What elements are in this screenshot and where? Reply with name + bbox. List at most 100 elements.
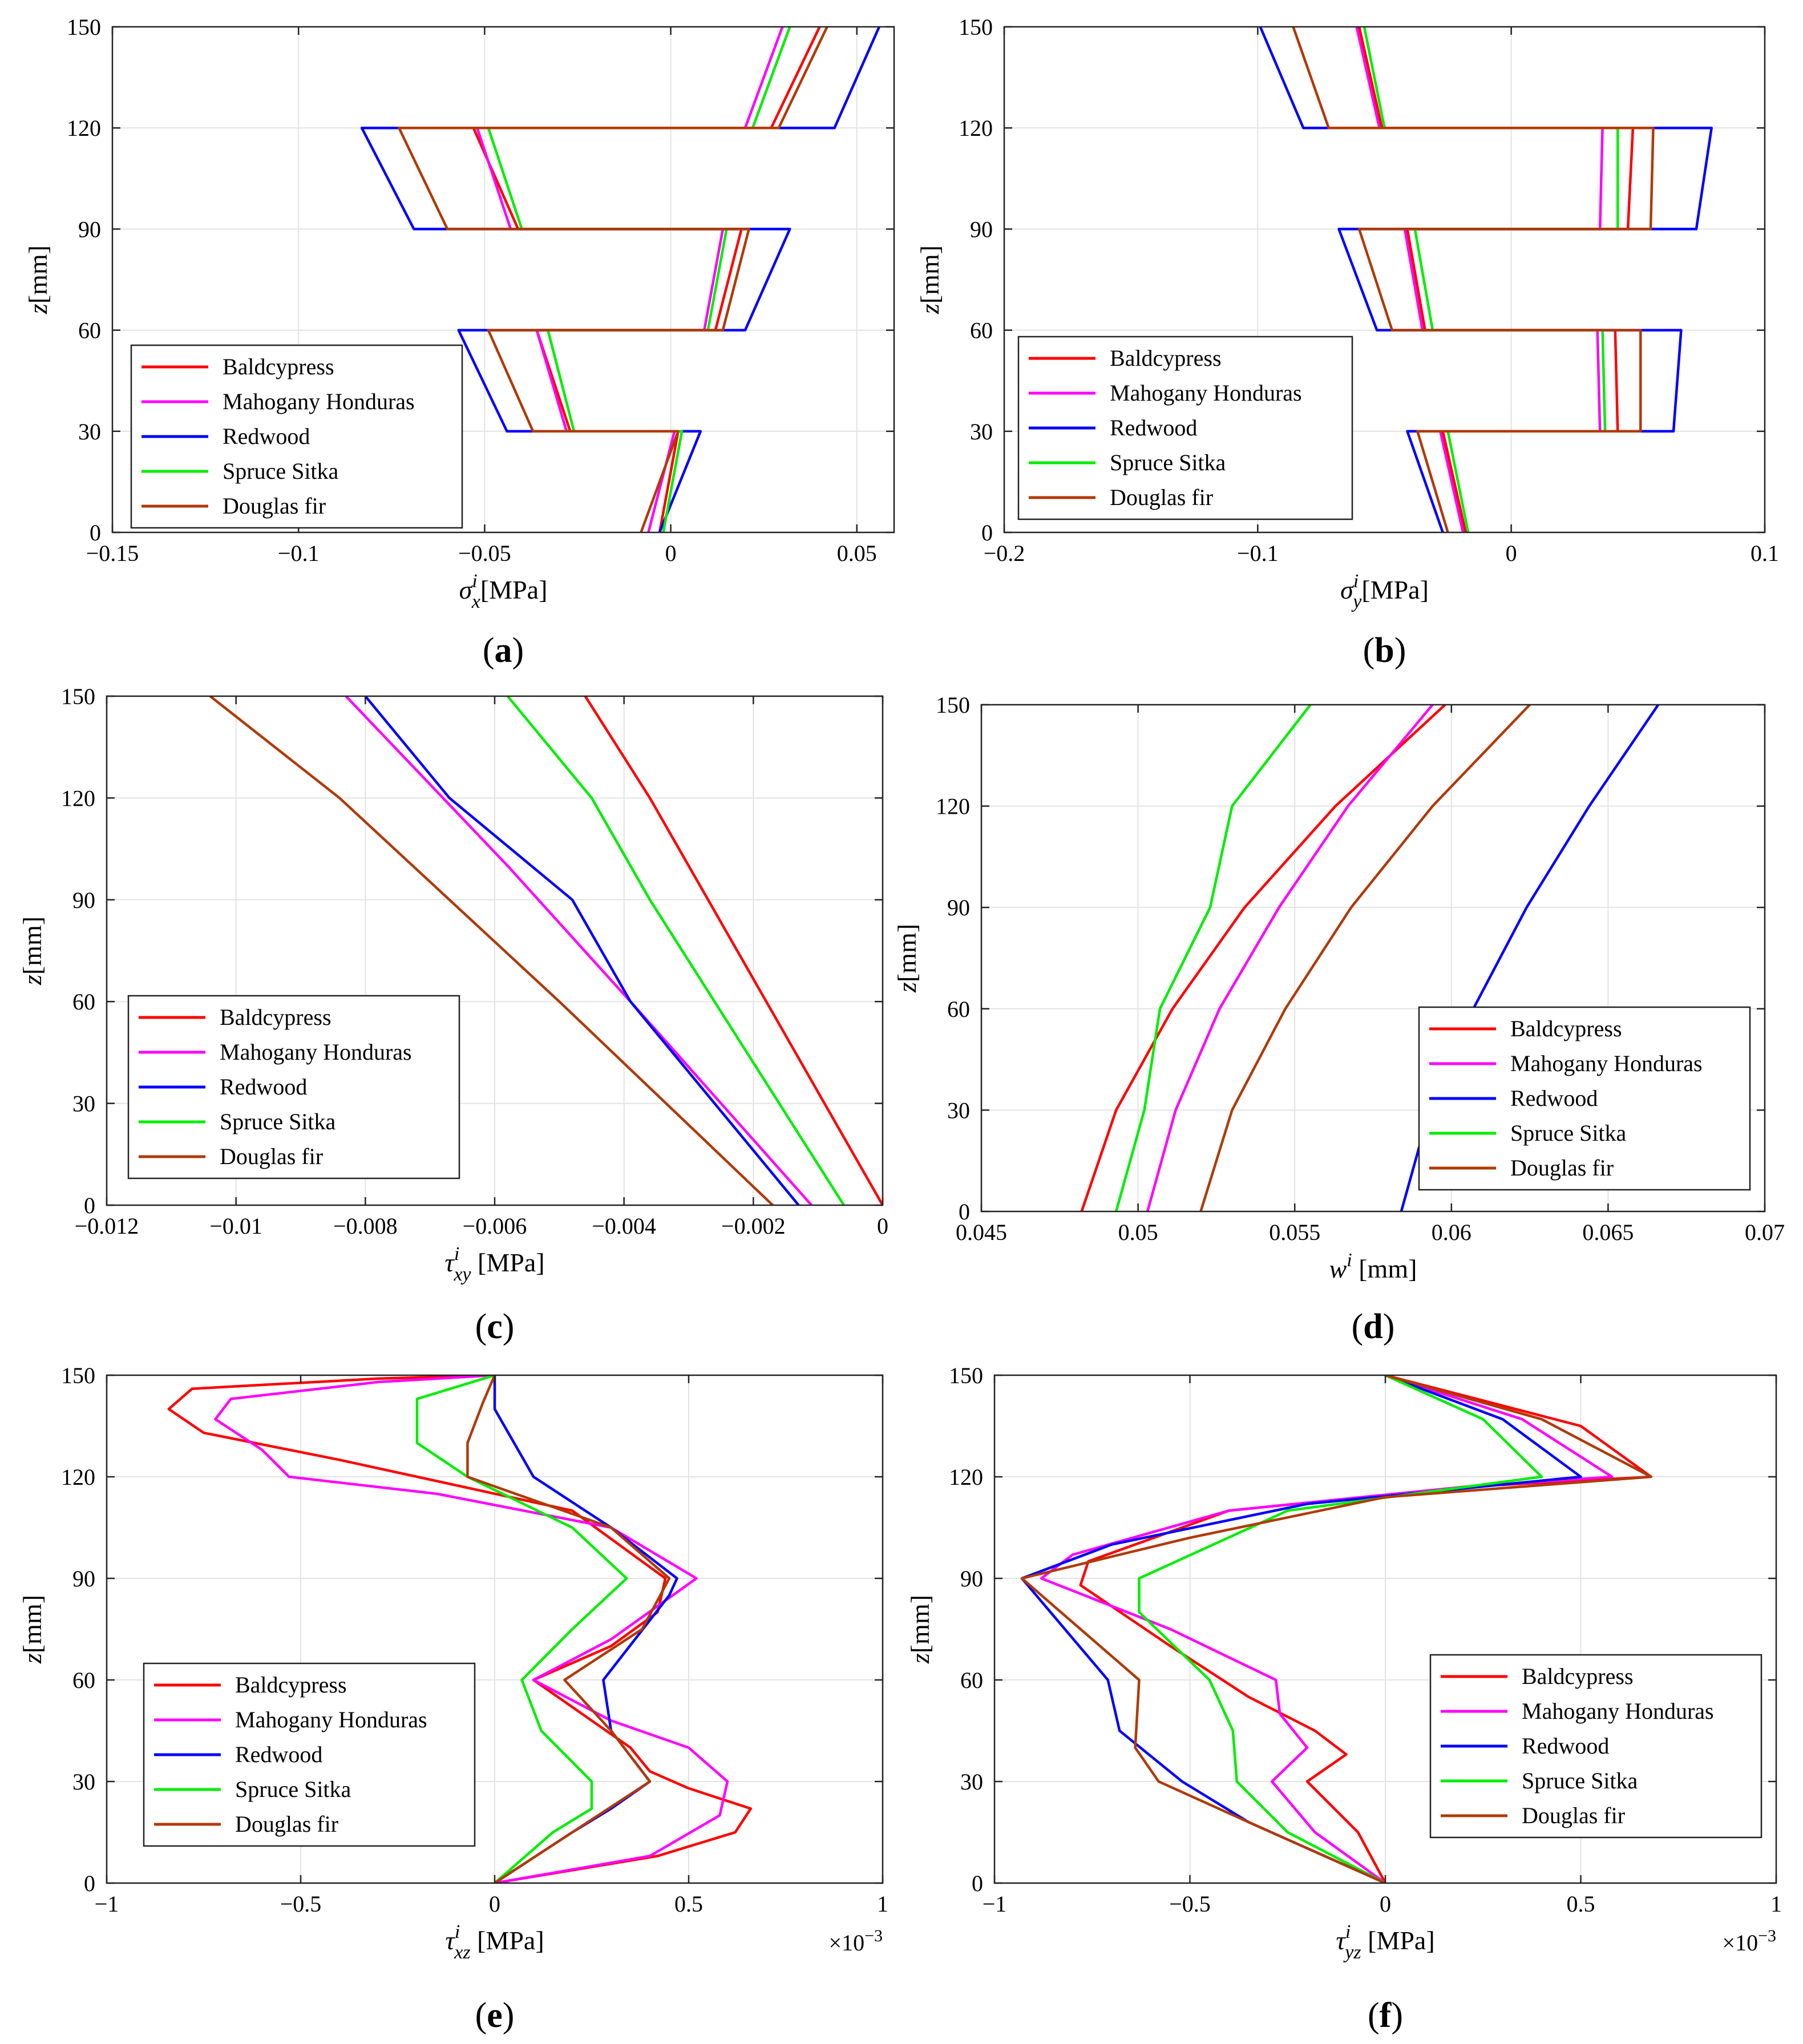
- series-line-douglas-fir: [1020, 1375, 1653, 1883]
- series-line-douglas-fir: [1292, 27, 1655, 532]
- y-tick-label: 0: [84, 1193, 95, 1218]
- chart-panel-a: −0.15 −0.1 −0.05 0 0.05 0 30 60 90 120 150 σi x[MPa]…: [23, 14, 895, 670]
- y-tick-label: 30: [960, 1769, 983, 1795]
- x-tick-label: 0: [489, 1891, 500, 1917]
- y-tick-label: 120: [949, 1464, 983, 1490]
- legend-label: Mahogany Honduras: [220, 1039, 412, 1065]
- y-tick-label: 30: [78, 419, 101, 445]
- x-multiplier: ×10−3: [829, 1926, 883, 1956]
- legend-label: Mahogany Honduras: [1510, 1051, 1703, 1076]
- x-axis-label: τi xy [MPa]: [444, 1243, 544, 1285]
- y-tick-label: 90: [947, 895, 970, 920]
- x-tick-label: 0: [1380, 1891, 1391, 1917]
- panel-caption: (b): [1363, 631, 1406, 670]
- y-tick-label: 30: [947, 1097, 970, 1123]
- chart-panel-e: −1 −0.5 0 0.5 1 0 30 60 90 120 150 ×10−3 τi xz [MPa] z…: [18, 1363, 888, 2035]
- x-tick-label: 0.07: [1745, 1219, 1785, 1245]
- x-tick-label: −0.5: [280, 1891, 322, 1917]
- x-tick-label: 0.045: [956, 1219, 1007, 1245]
- legend-label: Baldcypress: [1522, 1663, 1634, 1689]
- series-line-mahogany-honduras: [214, 1375, 729, 1883]
- legend-label: Douglas fir: [1110, 484, 1213, 510]
- x-tick-label: 0.06: [1432, 1219, 1471, 1245]
- x-tick-label: −0.15: [86, 540, 139, 566]
- series-line-baldcypress: [1080, 705, 1446, 1211]
- y-tick-label: 60: [78, 318, 101, 344]
- panel-caption: (c): [475, 1307, 515, 1346]
- series-line-redwood: [364, 696, 800, 1205]
- legend-box: [143, 1662, 476, 1847]
- panel-caption: (d): [1352, 1307, 1395, 1346]
- x-tick-label: −0.1: [1237, 540, 1279, 566]
- x-tick-label: 0.5: [674, 1891, 703, 1917]
- y-tick-label: 120: [959, 115, 993, 141]
- chart-panel-d: 0.045 0.05 0.055 0.06 0.065 0.07 0 30 60 90 120 150…: [892, 692, 1785, 1346]
- legend-label: Spruce Sitka: [220, 1109, 336, 1134]
- legend-label: Mahogany Honduras: [235, 1707, 427, 1732]
- legend-label: Baldcypress: [1110, 345, 1222, 371]
- x-tick-label: 0.055: [1269, 1219, 1320, 1245]
- series-line-douglas-fir: [466, 1375, 671, 1883]
- x-tick-label: −0.006: [463, 1213, 527, 1239]
- legend-label: Douglas fir: [220, 1144, 323, 1169]
- legend-label: Mahogany Honduras: [1110, 380, 1302, 406]
- series-group: [1259, 27, 1713, 532]
- series-line-mahogany-honduras: [345, 696, 812, 1205]
- panel-caption: (a): [483, 631, 524, 670]
- y-tick-label: 30: [970, 419, 993, 445]
- x-tick-label: 0.065: [1582, 1219, 1634, 1245]
- series-line-mahogany-honduras: [1355, 27, 1604, 532]
- y-tick-label: 0: [981, 520, 993, 546]
- y-tick-label: 90: [72, 887, 95, 913]
- series-line-spruce-sitka: [1138, 1375, 1543, 1883]
- x-tick-label: 0.5: [1567, 1891, 1595, 1917]
- panel-caption: (e): [475, 1996, 515, 2035]
- chart-panel-b: −0.2 −0.1 0 0.1 0 30 60 90 120 150 σi y[MPa] z[mm] Ba…: [915, 14, 1779, 670]
- y-tick-label: 150: [949, 1363, 983, 1388]
- legend-label: Spruce Sitka: [1510, 1120, 1627, 1146]
- legend-label: Redwood: [1110, 415, 1197, 441]
- legend-label: Redwood: [220, 1074, 307, 1100]
- series-line-spruce-sitka: [415, 1375, 628, 1883]
- x-tick-label: 0.1: [1751, 540, 1779, 566]
- x-tick-label: −0.002: [721, 1213, 786, 1239]
- y-axis-label: z[mm]: [915, 245, 944, 314]
- y-tick-label: 60: [947, 996, 970, 1022]
- legend: Baldcypress Mahogany Honduras Redwood Spruc…: [143, 1662, 476, 1847]
- x-axis-label: σi x[MPa]: [459, 571, 548, 612]
- panel-caption: (f): [1368, 1996, 1403, 2035]
- x-tick-label: −0.012: [75, 1213, 139, 1239]
- y-tick-label: 120: [936, 794, 970, 819]
- x-axis-label: σi y[MPa]: [1340, 571, 1429, 612]
- legend-label: Douglas fir: [1522, 1803, 1625, 1828]
- series-line-spruce-sitka: [487, 27, 791, 532]
- x-tick-label: 0: [1506, 540, 1517, 566]
- series-group: [209, 696, 883, 1205]
- y-tick-label: 150: [61, 684, 95, 709]
- legend: Baldcypress Mahogany Honduras Redwood Spruc…: [1418, 1006, 1751, 1191]
- legend-label: Baldcypress: [220, 1004, 332, 1030]
- legend-label: Redwood: [1522, 1733, 1609, 1759]
- legend-label: Spruce Sitka: [1522, 1768, 1638, 1793]
- y-tick-label: 90: [78, 216, 101, 242]
- x-tick-label: −0.1: [278, 540, 320, 566]
- y-axis-label: z[mm]: [892, 924, 921, 993]
- series-line-redwood: [493, 1375, 678, 1883]
- x-tick-label: 0.05: [837, 540, 877, 566]
- x-axis-label: τi xz [MPa]: [445, 1921, 544, 1963]
- x-tick-label: 0: [877, 1213, 888, 1239]
- series-line-baldcypress: [1357, 27, 1635, 532]
- series-line-mahogany-honduras: [1146, 705, 1434, 1211]
- legend-label: Douglas fir: [223, 493, 326, 519]
- y-axis-label: z[mm]: [23, 245, 52, 314]
- legend-label: Spruce Sitka: [223, 458, 339, 484]
- x-multiplier: ×10−3: [1723, 1926, 1776, 1956]
- y-tick-label: 0: [90, 520, 101, 546]
- x-axis-label: wi [mm]: [1329, 1250, 1417, 1283]
- x-tick-label: −0.004: [592, 1213, 656, 1239]
- series-group: [360, 27, 880, 532]
- chart-panel-c: −0.012 −0.01 −0.008 −0.006 −0.004 −0.002 0 0 30 6…: [18, 684, 888, 1346]
- legend-label: Redwood: [1510, 1085, 1598, 1111]
- x-axis-label: τi yz [MPa]: [1336, 1921, 1434, 1963]
